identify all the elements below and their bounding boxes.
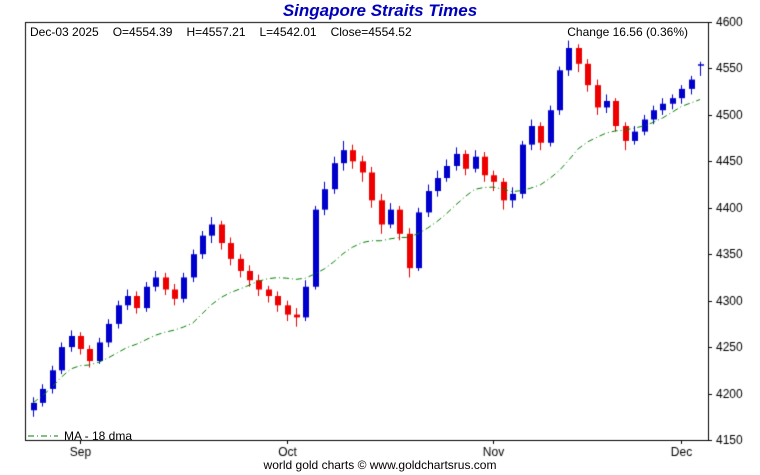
close-label: Close=4554.52 <box>330 25 412 39</box>
open-label: O=4554.39 <box>112 25 173 39</box>
ohlc-info: Dec-03 2025 O=4554.39 H=4557.21 L=4542.0… <box>30 25 412 39</box>
high-label: H=4557.21 <box>186 25 246 39</box>
date-label: Dec-03 2025 <box>30 25 99 39</box>
change-label: Change 16.56 (0.36%) <box>567 25 688 39</box>
copyright-line: world gold charts © www.goldchartsrus.co… <box>263 458 497 472</box>
ma-legend: MA - 18 dma <box>28 429 132 443</box>
ma-legend-label: MA - 18 dma <box>64 429 133 443</box>
chart-title: Singapore Straits Times <box>282 1 478 20</box>
low-label: L=4542.01 <box>259 25 317 39</box>
ma-dash-line-icon <box>28 435 58 437</box>
